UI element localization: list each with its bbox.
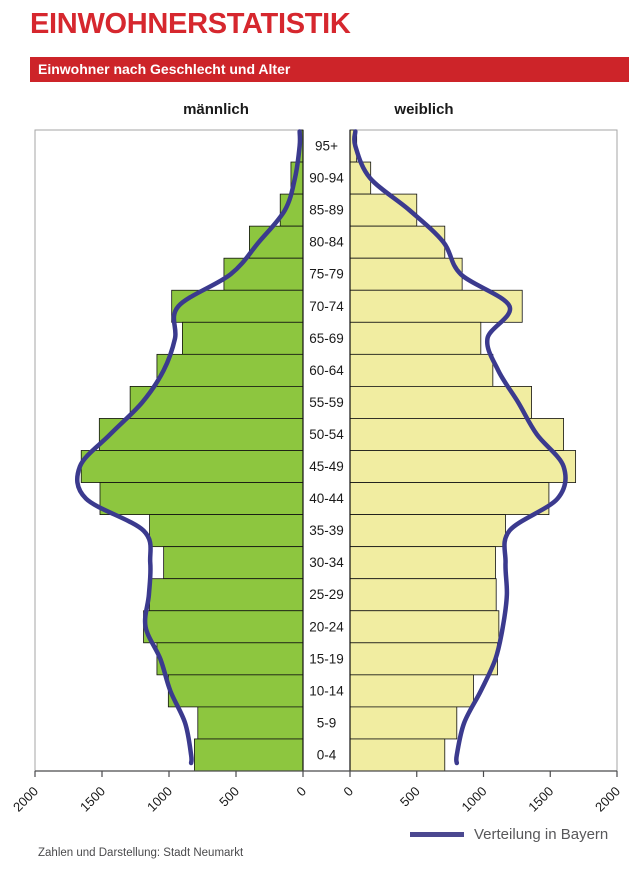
- bar-male-60-64: [156, 353, 304, 387]
- legend-line-swatch: [410, 832, 464, 837]
- bar-male-35-39: [149, 514, 304, 548]
- x-tick-label-male-2000: 2000: [10, 784, 41, 815]
- age-label-90-94: 90-94: [309, 171, 344, 186]
- age-label-0-4: 0-4: [317, 747, 337, 762]
- x-tick-label-male-0: 0: [293, 784, 309, 800]
- age-label-80-84: 80-84: [309, 235, 344, 250]
- bar-male-45-49: [80, 450, 304, 483]
- x-tick-label-male-500: 500: [216, 784, 242, 810]
- bayern-line-male: [74, 129, 303, 766]
- x-tick-label-male-1500: 1500: [77, 784, 108, 815]
- bar-male-55-59: [129, 385, 304, 419]
- bar-female-80-84: [349, 225, 446, 259]
- x-tick-label-female-0: 0: [340, 784, 356, 800]
- bar-male-40-44: [99, 482, 304, 515]
- age-label-45-49: 45-49: [309, 459, 344, 474]
- x-tick-label-female-1500: 1500: [525, 784, 556, 815]
- male-column-header: männlich: [183, 101, 249, 118]
- page-title: EINWOHNERSTATISTIK: [30, 8, 351, 40]
- bar-male-25-29: [149, 578, 304, 612]
- age-label-60-64: 60-64: [309, 363, 344, 378]
- bar-female-60-64: [349, 353, 494, 387]
- age-label-85-89: 85-89: [309, 203, 344, 218]
- bar-female-25-29: [349, 578, 497, 612]
- age-label-25-29: 25-29: [309, 587, 344, 602]
- bar-female-30-34: [349, 546, 496, 580]
- source-note: Zahlen und Darstellung: Stadt Neumarkt: [38, 847, 244, 859]
- legend-label: Verteilung in Bayern: [474, 826, 609, 843]
- bar-male-0-4: [194, 738, 304, 772]
- x-tick-label-female-2000: 2000: [592, 784, 623, 815]
- bar-male-30-34: [163, 546, 304, 580]
- section-banner-label: Einwohner nach Geschlecht und Alter: [38, 61, 291, 77]
- age-label-40-44: 40-44: [309, 491, 344, 506]
- bar-female-10-14: [349, 674, 474, 708]
- bar-female-65-69: [349, 321, 482, 355]
- age-label-10-14: 10-14: [309, 683, 344, 698]
- age-label-20-24: 20-24: [309, 619, 344, 634]
- x-tick-label-female-1000: 1000: [459, 784, 490, 815]
- bar-female-15-19: [349, 642, 498, 676]
- age-label-30-34: 30-34: [309, 555, 344, 570]
- age-label-35-39: 35-39: [309, 523, 344, 538]
- bar-female-0-4: [349, 738, 446, 772]
- bar-male-20-24: [143, 610, 304, 644]
- age-label-5-9: 5-9: [317, 715, 337, 730]
- section-banner: Einwohner nach Geschlecht und Alter: [30, 57, 629, 82]
- age-label-70-74: 70-74: [309, 299, 344, 314]
- bayern-line-female: [352, 129, 568, 766]
- female-column-header: weiblich: [394, 101, 454, 118]
- bar-male-5-9: [197, 706, 304, 740]
- bar-female-5-9: [349, 706, 458, 740]
- age-label-95+: 95+: [315, 139, 338, 154]
- age-label-55-59: 55-59: [309, 395, 344, 410]
- bar-male-50-54: [98, 418, 304, 451]
- bar-male-75-79: [223, 257, 304, 291]
- bar-female-35-39: [349, 514, 506, 548]
- bar-female-45-49: [349, 450, 577, 483]
- x-tick-label-male-1000: 1000: [144, 784, 175, 815]
- bar-female-55-59: [349, 385, 532, 419]
- bar-female-40-44: [349, 482, 550, 515]
- bar-male-15-19: [156, 642, 304, 676]
- chart-legend: Verteilung in Bayern: [410, 826, 608, 843]
- bar-male-65-69: [181, 321, 304, 355]
- bar-male-10-14: [167, 674, 304, 708]
- x-tick-label-female-500: 500: [397, 784, 423, 810]
- age-label-75-79: 75-79: [309, 267, 344, 282]
- bar-female-20-24: [349, 610, 500, 644]
- age-label-65-69: 65-69: [309, 331, 344, 346]
- bar-female-75-79: [349, 257, 463, 291]
- age-label-50-54: 50-54: [309, 427, 344, 442]
- age-label-15-19: 15-19: [309, 651, 344, 666]
